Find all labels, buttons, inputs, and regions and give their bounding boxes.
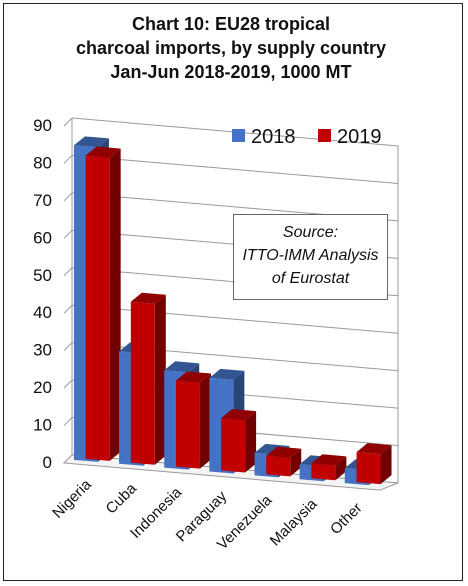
y-tick-label: 70	[33, 191, 52, 210]
title-line-1: Chart 10: EU28 tropical	[131, 14, 331, 34]
bar-side-2019-malaysia	[335, 456, 347, 481]
source-line-2: ITTO-IMM Analysis	[242, 247, 379, 264]
bar-top-2019-other	[356, 443, 392, 455]
title-line-3: Jan-Jun 2018-2019, 1000 MT	[110, 62, 352, 82]
gridline-side	[63, 379, 73, 389]
gridline-side	[63, 342, 73, 352]
gridline	[71, 304, 399, 334]
source-annotation: Source: ITTO-IMM Analysis of Eurostat	[233, 214, 388, 300]
legend-swatch-2018	[232, 129, 245, 142]
gridline-side	[63, 417, 73, 426]
source-line-1: Source:	[282, 224, 339, 241]
legend-label-2018: 2018	[251, 126, 296, 148]
y-tick-label: 60	[33, 228, 52, 247]
bar-2019-other	[356, 452, 381, 485]
gridline	[71, 154, 399, 184]
bar-side-2019-nigeria	[109, 148, 121, 461]
y-tick-label: 40	[33, 303, 52, 322]
y-tick-label: 80	[33, 153, 52, 172]
gridline-side	[63, 155, 73, 164]
chart-title: Chart 10: EU28 tropical charcoal imports…	[0, 12, 462, 84]
bar-side-2019-cuba	[154, 294, 166, 465]
bar-2019-venezuela	[266, 455, 291, 477]
x-tick-label: Cuba	[103, 480, 141, 518]
bar-top-2018-nigeria	[73, 136, 109, 148]
bar-top-2019-indonesia	[175, 371, 211, 383]
y-tick-label: 30	[33, 341, 52, 360]
legend-label-2019: 2019	[337, 126, 382, 148]
bar-top-2019-malaysia	[311, 454, 347, 466]
bar-top-2018-paraguay	[209, 368, 245, 380]
chart-bars	[73, 136, 392, 486]
y-tick-label: 50	[33, 266, 52, 285]
legend-swatch-2019	[318, 129, 331, 142]
bar-top-2019-venezuela	[266, 446, 302, 458]
y-tick-label: 10	[33, 416, 52, 435]
bar-2019-nigeria	[85, 155, 110, 461]
y-tick-label: 20	[33, 378, 52, 397]
bar-top-2019-paraguay	[221, 409, 257, 421]
gridline-side	[63, 192, 73, 202]
source-line-3: of Eurostat	[271, 270, 350, 287]
bar-top-2018-indonesia	[164, 361, 200, 373]
bar-top-2019-nigeria	[85, 146, 121, 158]
gridline-side	[63, 267, 73, 277]
title-line-2: charcoal imports, by supply country	[75, 38, 387, 58]
x-tick-label: Nigeria	[49, 476, 95, 522]
bar-side-2019-indonesia	[199, 373, 211, 469]
bar-side-2019-other	[380, 445, 392, 485]
bar-top-2019-cuba	[130, 292, 166, 304]
y-tick-label: 90	[33, 116, 52, 135]
bar-2019-malaysia	[311, 463, 336, 481]
bar-2019-indonesia	[175, 380, 200, 469]
bar-side-2019-venezuela	[290, 448, 302, 477]
gridline-side	[63, 229, 73, 239]
bar-side-2019-paraguay	[245, 411, 257, 473]
bar-2019-paraguay	[221, 418, 246, 473]
y-tick-label: 0	[43, 453, 52, 472]
chart-legend: 2018 2019	[232, 126, 382, 148]
gridline-side	[63, 117, 73, 127]
x-tick-label: Other	[327, 499, 366, 538]
bar-2019-cuba	[130, 301, 155, 465]
gridline-side	[63, 304, 73, 314]
